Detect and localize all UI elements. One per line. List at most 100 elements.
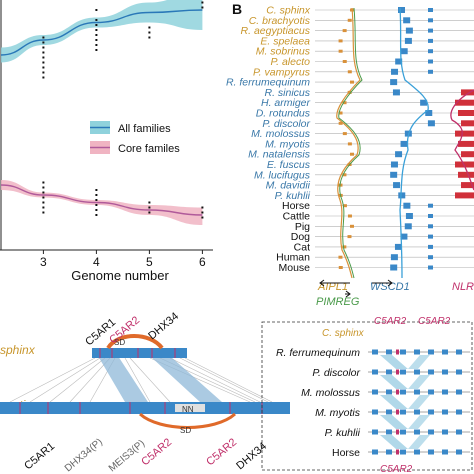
sphinx-label: sphinx: [0, 343, 36, 357]
data-point: [95, 209, 98, 211]
gene-nlr: NLR: [452, 281, 474, 293]
bottom-gene-dhx34: DHX34: [234, 440, 269, 472]
wscd1-block: [427, 120, 435, 127]
species-label: R. sinicus: [264, 87, 310, 99]
pimreg-trace: [338, 7, 363, 279]
data-point: [95, 189, 98, 191]
wscd1-block: [390, 254, 398, 261]
nlr-block: [461, 120, 474, 127]
panel-d-gene-block: [386, 429, 392, 435]
panel-d-gene-block: [442, 429, 448, 435]
aipl1-block: [342, 60, 347, 63]
aipl1-block: [342, 204, 347, 208]
aipl1-block: [349, 152, 354, 156]
wscd1-trace: [399, 7, 429, 279]
aipl1-block: [347, 18, 352, 22]
panel-d-gene-block: [386, 409, 392, 415]
aipl1-block: [338, 255, 343, 259]
data-point: [42, 206, 45, 209]
gene-pimreg: PIMREG: [316, 296, 360, 308]
panel-d-gene-block: [442, 409, 448, 415]
bottom-sd-arc: [138, 412, 237, 429]
wscd1-block: [404, 223, 412, 230]
data-point: [95, 214, 98, 216]
species-label: M. davidii: [266, 180, 311, 192]
panel-d-c5ar2-mark: [396, 369, 399, 375]
neighbor-block: [428, 8, 433, 12]
panel-d-species-label: R. ferrumequinum: [276, 347, 360, 359]
panel-d-species-label: M. molossus: [301, 387, 361, 399]
panel-d-header-species: C. sphinx: [322, 328, 365, 339]
species-label: P. discolor: [262, 118, 310, 130]
panel-d-bottom-gene: C5AR2: [380, 464, 413, 474]
panel-d-gene-block: [400, 369, 406, 375]
neighbor-block: [428, 28, 433, 33]
panel-d-ribbon: [380, 415, 408, 429]
panel-d-gene-block: [414, 349, 420, 355]
aipl1-block: [338, 266, 343, 269]
wscd1-block: [400, 140, 408, 147]
panel-d-ribbon: [408, 415, 430, 429]
x-tick-label: 5: [146, 255, 153, 269]
panel-d-gene-block: [456, 389, 462, 395]
panel-d-gene-block: [372, 349, 378, 355]
aipl1-block: [342, 132, 347, 136]
top-chromosome-marks: [99, 348, 176, 358]
aipl1-block: [347, 235, 352, 239]
panel-d-gene-block: [428, 429, 434, 435]
panel-d-gene-block: [386, 389, 392, 395]
wscd1-block: [391, 68, 399, 75]
species-label: D. rotundus: [256, 108, 311, 120]
nn-label: NN: [182, 405, 194, 414]
data-point: [95, 29, 98, 31]
wscd1-block: [405, 27, 413, 34]
panel-d-gene-block: [456, 429, 462, 435]
species-label: R. ferrumequinum: [226, 77, 310, 89]
data-point: [95, 194, 98, 196]
data-point: [201, 1, 204, 4]
panel-d-gene-block: [414, 369, 420, 375]
neighbor-block: [428, 224, 433, 229]
aipl1-block: [338, 121, 343, 125]
data-point: [95, 44, 98, 46]
species-label: Cat: [294, 241, 310, 253]
bottom-sd-label: SD: [180, 426, 191, 435]
wscd1-arrow: [372, 279, 393, 287]
data-point: [201, 206, 204, 209]
aipl1-block: [349, 80, 354, 84]
data-point: [148, 26, 151, 29]
wscd1-block: [420, 99, 428, 106]
panel-d-gene-block: [400, 349, 406, 355]
wscd1-block: [398, 192, 406, 199]
aipl1-block: [338, 111, 343, 115]
neighbor-block: [428, 244, 433, 249]
panel-d-gene-block: [442, 389, 448, 395]
aipl1-block: [347, 90, 352, 94]
species-label: M. natalensis: [248, 149, 311, 161]
panel-d-gene-block: [372, 389, 378, 395]
wscd1-block: [403, 202, 411, 209]
panel-d-gene-block: [372, 409, 378, 415]
neighbor-block: [428, 203, 433, 208]
panel-d-gene-block: [456, 449, 462, 455]
panel-d-header-gene-2: C5AR2: [418, 316, 451, 327]
data-point: [42, 36, 45, 39]
panel-d-gene-block: [386, 349, 392, 355]
panel-d-gene-block: [428, 369, 434, 375]
panel-d-ribbon: [380, 395, 408, 409]
species-label: M. sobrinus: [256, 46, 311, 58]
panel-d-frame: [261, 321, 473, 471]
panel-d-ribbon: [380, 375, 408, 389]
data-point: [42, 196, 45, 199]
nlr-block: [458, 171, 474, 178]
panel-d-gene-block: [400, 429, 406, 435]
species-label: Pig: [295, 221, 310, 233]
legend-label-core: Core familes: [118, 143, 180, 155]
panel-d-gene-block: [400, 389, 406, 395]
data-point: [148, 206, 151, 209]
panel-d-c5ar2-mark: [396, 389, 399, 395]
panel-d-gene-block: [372, 429, 378, 435]
panel-d-c5ar2-mark: [396, 409, 399, 415]
x-tick-label: 4: [93, 255, 100, 269]
species-label: H. armiger: [261, 97, 311, 109]
